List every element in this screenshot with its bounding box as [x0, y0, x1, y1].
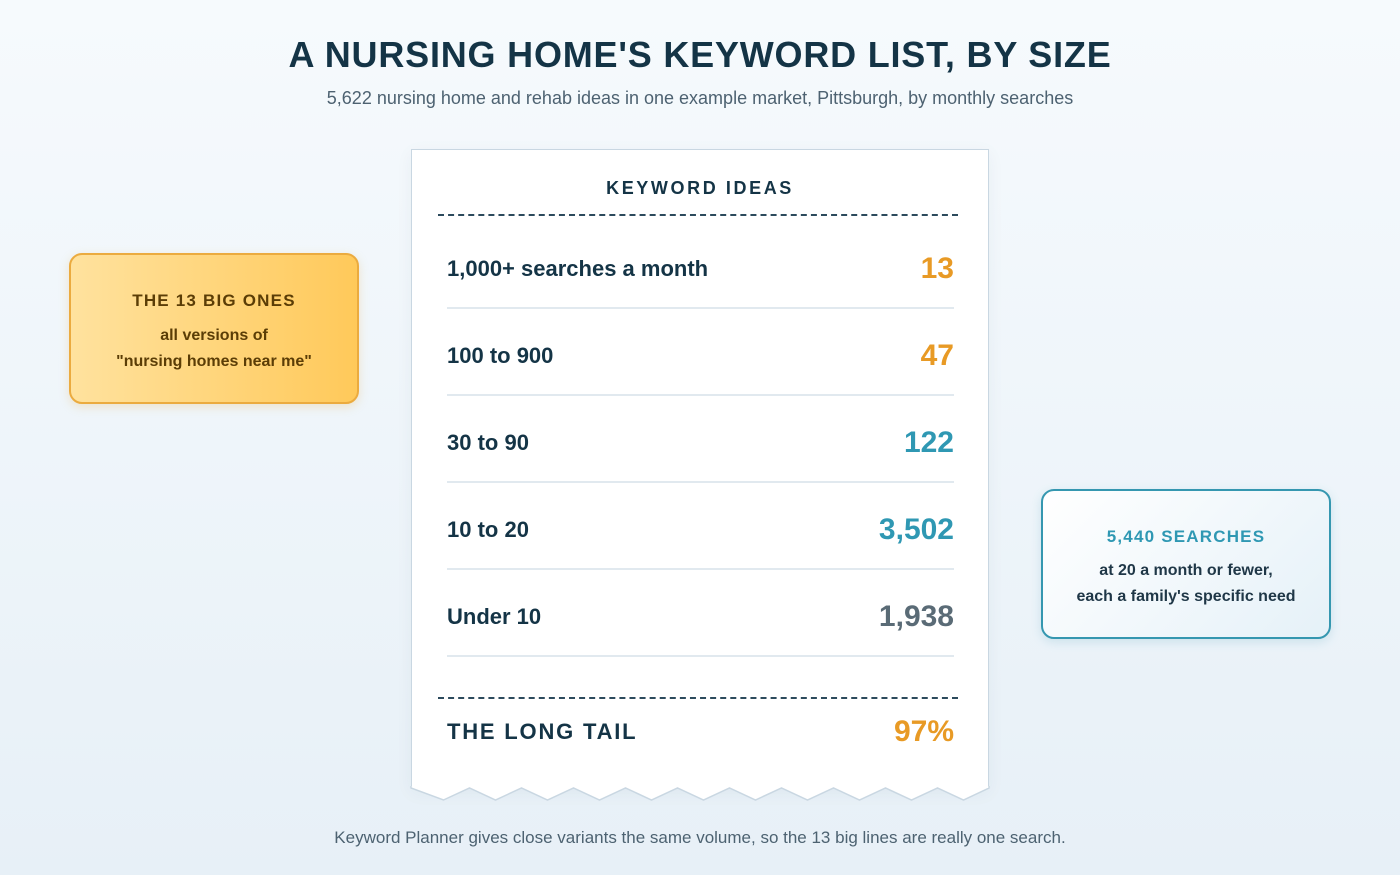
- receipt-total: THE LONG TAIL 97%: [447, 715, 954, 749]
- row-value: 122: [903, 425, 954, 459]
- total-value: 97%: [893, 715, 954, 748]
- row-label: Under 10: [447, 603, 542, 629]
- row-value: 47: [920, 338, 954, 372]
- row-value: 1,938: [878, 599, 954, 633]
- row-label: 30 to 90: [447, 429, 529, 455]
- receipt-row: Under 10 1,938: [447, 570, 954, 657]
- receipt-divider-bottom: [438, 697, 958, 699]
- receipt-torn-edge: [410, 786, 990, 801]
- receipt-row: 1,000+ searches a month 13: [447, 222, 954, 309]
- keyword-receipt: KEYWORD IDEAS 1,000+ searches a month 13…: [411, 149, 989, 789]
- searches-callout: 5,440 SEARCHES at 20 a month or fewer, e…: [1041, 489, 1331, 639]
- receipt-rows: 1,000+ searches a month 13 100 to 900 47…: [447, 222, 954, 657]
- searches-callout-title: 5,440 SEARCHES: [1106, 527, 1266, 546]
- big-ones-callout-line-2: "nursing homes near me": [116, 353, 312, 370]
- receipt-divider-top: [438, 214, 958, 216]
- searches-callout-text: at 20 a month or fewer, each a family's …: [1043, 558, 1329, 610]
- big-ones-callout-line-1: all versions of: [160, 327, 268, 344]
- page-title: A NURSING HOME'S KEYWORD LIST, BY SIZE: [288, 34, 1112, 75]
- row-label: 1,000+ searches a month: [447, 255, 709, 281]
- searches-callout-line-2: each a family's specific need: [1076, 588, 1296, 605]
- receipt-heading: KEYWORD IDEAS: [606, 178, 794, 198]
- searches-callout-line-1: at 20 a month or fewer,: [1099, 562, 1273, 579]
- receipt-row: 100 to 900 47: [447, 309, 954, 396]
- receipt-row: 30 to 90 122: [447, 396, 954, 483]
- row-value: 13: [920, 251, 954, 285]
- big-ones-callout-title: THE 13 BIG ONES: [132, 291, 296, 310]
- row-value: 3,502: [878, 512, 954, 546]
- big-ones-callout: THE 13 BIG ONES all versions of "nursing…: [69, 253, 359, 404]
- row-label: 100 to 900: [447, 342, 554, 368]
- row-label: 10 to 20: [447, 516, 529, 542]
- footer-note: Keyword Planner gives close variants the…: [334, 828, 1066, 847]
- big-ones-callout-text: all versions of "nursing homes near me": [71, 323, 357, 375]
- page-subtitle: 5,622 nursing home and rehab ideas in on…: [326, 88, 1074, 108]
- total-label: THE LONG TAIL: [447, 719, 638, 744]
- receipt-row: 10 to 20 3,502: [447, 483, 954, 570]
